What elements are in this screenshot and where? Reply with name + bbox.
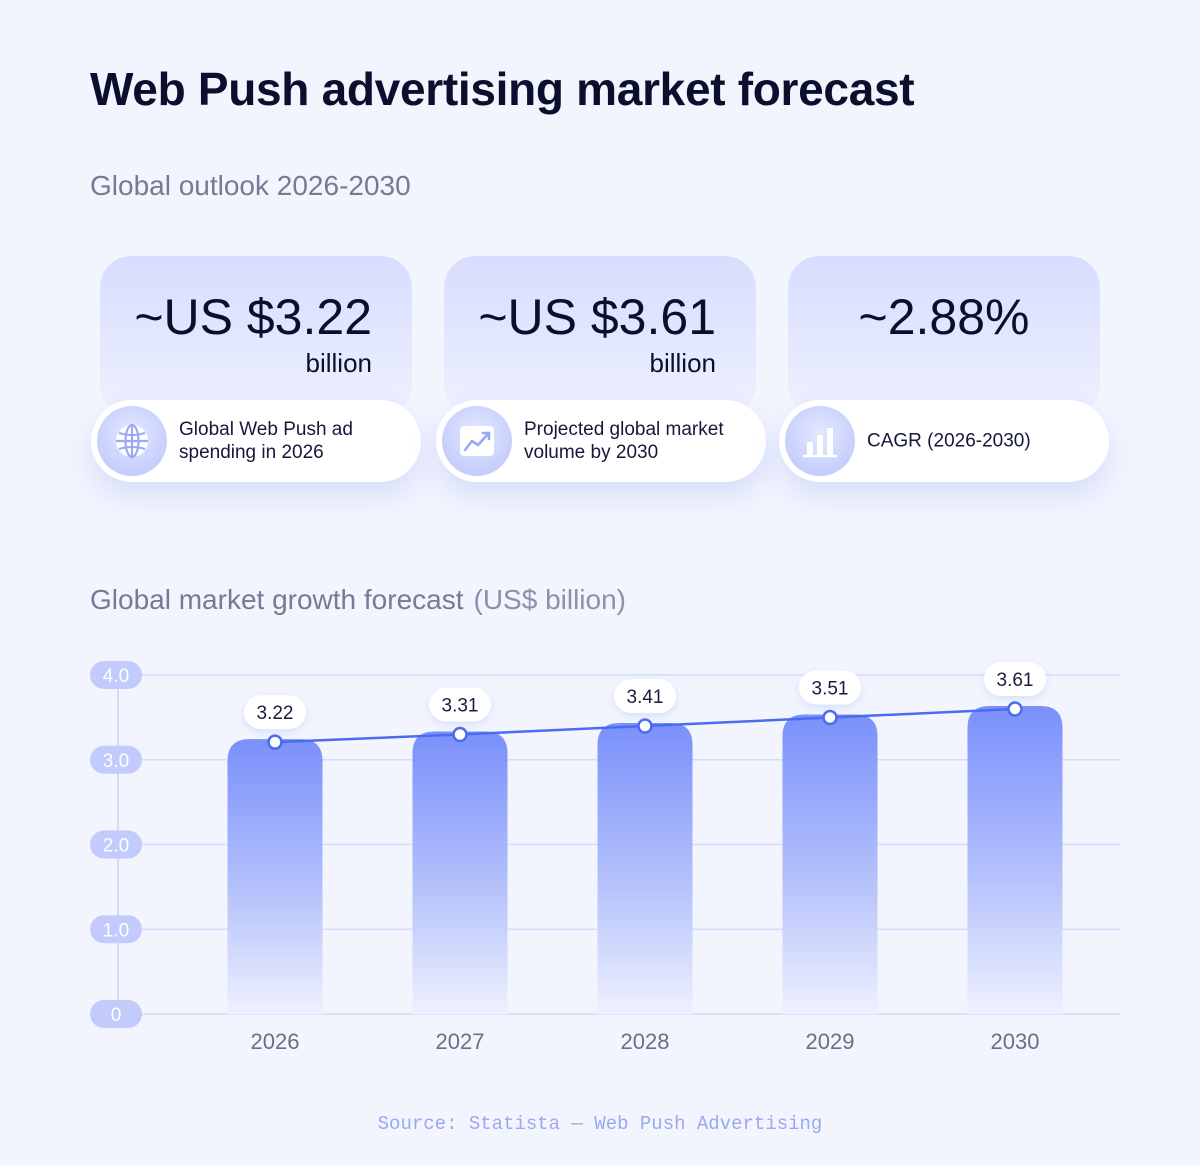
x-tick-label: 2029 <box>806 1029 855 1054</box>
stat-card-cagr: ~2.88% <box>788 256 1100 416</box>
stat-value: ~2.88% <box>858 289 1030 345</box>
stat-pill-volume: Projected global market volume by 2030 <box>436 400 766 482</box>
y-tick-pill <box>90 1000 142 1028</box>
y-tick-pill <box>90 830 142 859</box>
data-point-2027 <box>452 726 468 743</box>
stat-pill-cagr: CAGR (2026-2030) <box>779 400 1109 482</box>
globe-icon <box>97 406 167 476</box>
chart-unit: (US$ billion) <box>473 584 627 615</box>
y-tick: 1.0 <box>90 915 142 944</box>
x-tick-label: 2027 <box>436 1029 485 1054</box>
y-tick-label: 0 <box>111 1005 122 1026</box>
stat-unit: billion <box>649 348 717 378</box>
y-tick: 3.0 <box>90 745 142 774</box>
data-label-pill <box>984 662 1046 697</box>
stat-label: CAGR (2026-2030) <box>867 430 1031 452</box>
data-label: 3.61 <box>984 662 1046 697</box>
data-label-text: 3.61 <box>997 670 1034 691</box>
data-label-text: 3.41 <box>627 687 664 708</box>
data-label-text: 3.22 <box>257 703 294 724</box>
data-label: 3.51 <box>799 670 861 705</box>
stat-value: ~US $3.22 <box>134 289 372 345</box>
x-tick-label: 2030 <box>991 1029 1040 1054</box>
chart-title-text: Global market growth forecast <box>90 584 464 615</box>
y-tick-pill <box>90 745 142 774</box>
stat-label: Global Web Push ad spending in 2026 <box>179 419 353 463</box>
data-label-pill <box>614 679 676 714</box>
outlook-title: Global outlook 2026-2030 <box>90 170 411 201</box>
data-label: 3.22 <box>244 695 306 730</box>
stat-unit: billion <box>305 348 373 378</box>
data-label: 3.41 <box>614 679 676 714</box>
stat-card-spending: ~US $3.22 billion <box>100 256 412 416</box>
data-point-2026 <box>267 734 283 750</box>
stat-label: Projected global market volume by 2030 <box>524 419 724 463</box>
y-tick-pill <box>90 661 142 689</box>
page-title: Web Push advertising market forecast <box>90 63 915 115</box>
y-tick: 0 <box>90 1000 142 1028</box>
bar-2027 <box>412 731 508 1014</box>
x-tick-label: 2028 <box>621 1029 670 1054</box>
y-tick: 4.0 <box>90 661 142 689</box>
stat-pill-spending: Global Web Push ad spending in 2026 <box>91 400 421 482</box>
y-tick-pill <box>90 915 142 944</box>
bar-chart-icon <box>785 406 855 476</box>
x-tick-label: 2026 <box>251 1029 300 1054</box>
growth-chart: 3.22 3.31 3.41 3.51 3.61 0 1.0 2.0 3.0 4.0 2026 20… <box>90 661 1120 1054</box>
bar-2029 <box>782 714 878 1014</box>
line-chart-icon <box>442 406 512 476</box>
data-label: 3.31 <box>429 687 491 722</box>
bar-2026 <box>227 739 323 1014</box>
stat-value: ~US $3.61 <box>478 289 716 345</box>
data-label-text: 3.31 <box>442 695 479 716</box>
y-tick-label: 3.0 <box>103 751 129 772</box>
chart-title: Global market growth forecast (US$ billio… <box>90 584 626 616</box>
data-point-2030 <box>1007 701 1023 717</box>
y-tick-label: 4.0 <box>103 666 129 687</box>
bar-2028 <box>597 723 693 1014</box>
data-point-2028 <box>637 718 653 734</box>
data-label-pill <box>799 670 861 705</box>
y-tick: 2.0 <box>90 830 142 859</box>
data-point-2029 <box>822 709 838 726</box>
source-note: Source: Statista — Web Push Advertising <box>377 1113 823 1135</box>
data-label-pill <box>244 695 306 730</box>
y-tick-label: 2.0 <box>103 836 129 857</box>
bar-2030 <box>967 706 1063 1014</box>
y-tick-label: 1.0 <box>103 920 129 941</box>
data-label-text: 3.51 <box>812 679 849 700</box>
data-label-pill <box>429 687 491 722</box>
stat-card-volume: ~US $3.61 billion <box>444 256 756 416</box>
